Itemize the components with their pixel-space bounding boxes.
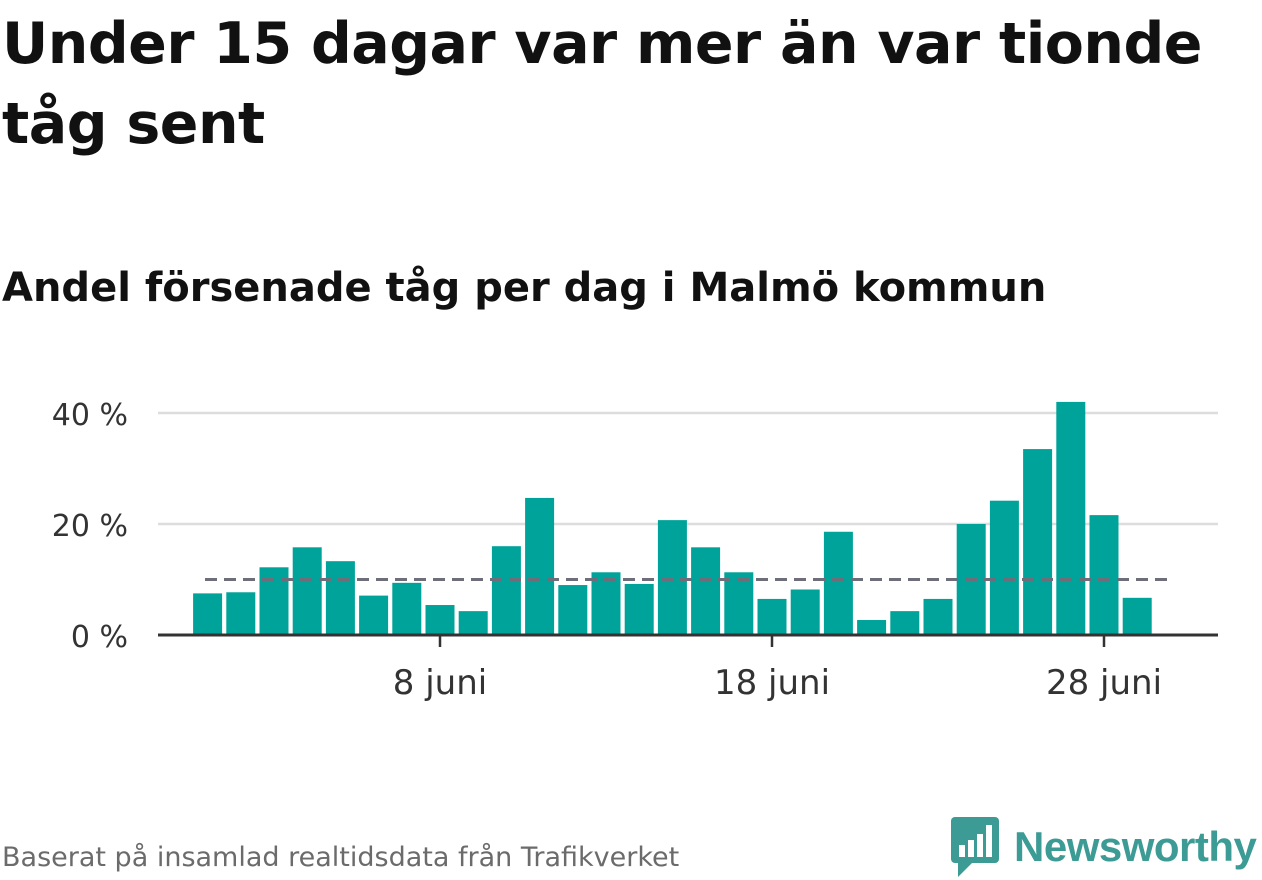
bar <box>325 561 355 635</box>
bar <box>193 593 223 635</box>
y-tick-label: 0 % <box>71 620 128 655</box>
x-tick-label: 8 juni <box>393 663 487 703</box>
x-tick-label: 18 juni <box>714 663 830 703</box>
bar <box>392 582 422 635</box>
bar <box>458 611 488 635</box>
logo-text: Newsworthy <box>1014 823 1257 870</box>
chart-title: Under 15 dagar var mer än var tionde tåg… <box>2 11 1202 157</box>
y-tick-label: 20 % <box>52 509 128 544</box>
bar <box>591 572 621 635</box>
bar <box>724 572 754 635</box>
bar <box>1056 401 1086 635</box>
bar <box>823 531 853 635</box>
bar <box>691 547 721 635</box>
bar <box>989 500 1019 635</box>
bar <box>425 605 455 635</box>
bar <box>292 547 322 635</box>
bar <box>359 595 389 635</box>
bar <box>857 620 887 635</box>
bar <box>1023 449 1053 635</box>
bar <box>1089 515 1119 635</box>
bar <box>890 611 920 635</box>
x-tick-label: 28 juni <box>1046 663 1162 703</box>
bar <box>491 546 521 635</box>
bar <box>657 520 687 635</box>
bar <box>790 589 820 635</box>
y-tick-label: 40 % <box>52 398 128 433</box>
source-note: Baserat på insamlad realtidsdata från Tr… <box>2 842 680 873</box>
bar <box>558 585 588 635</box>
bars <box>193 401 1152 635</box>
bar <box>757 598 787 635</box>
bar <box>226 592 256 635</box>
newsworthy-logo: Newsworthy <box>950 814 1257 880</box>
bar <box>923 598 953 635</box>
bar <box>1122 597 1152 635</box>
newsworthy-logo-icon <box>951 817 999 877</box>
axes: 0 % 20 % 40 % 8 juni 18 juni 28 juni <box>52 398 1218 703</box>
bar-chart: 0 % 20 % 40 % 8 juni 18 juni 28 juni <box>52 398 1218 703</box>
bar <box>259 567 289 635</box>
chart-subtitle: Andel försenade tåg per dag i Malmö komm… <box>2 265 1047 311</box>
bar <box>624 583 654 635</box>
bar <box>525 497 555 635</box>
